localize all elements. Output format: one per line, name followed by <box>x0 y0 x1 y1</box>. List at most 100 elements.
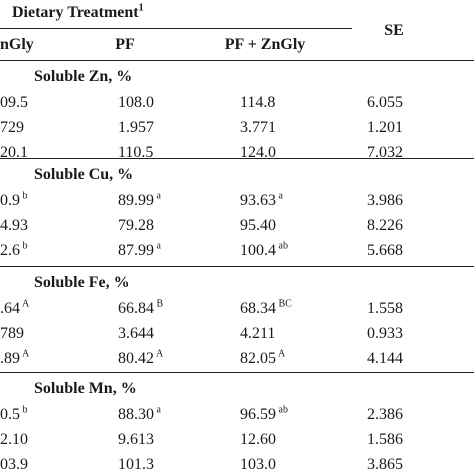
cell-value: 66.84 <box>118 300 154 317</box>
cell-value: 3.865 <box>367 456 403 473</box>
cell-value: 0.9 <box>0 192 20 209</box>
cell-value: 79.28 <box>118 217 154 234</box>
table-cell: 80.42 A <box>118 349 163 368</box>
table-cell: 8.226 <box>367 217 403 235</box>
header-bottom-rule <box>0 60 474 61</box>
cell-superscript: B <box>154 298 164 310</box>
cell-value: 1.201 <box>367 119 403 136</box>
col-header-pf: PF <box>115 36 135 53</box>
cell-value: 103.0 <box>240 456 276 473</box>
table-cell: 12.60 <box>240 431 276 449</box>
cell-value: 4.93 <box>0 217 28 234</box>
table-cell: 0.5 b <box>0 404 28 424</box>
cell-value: 0.933 <box>367 325 403 342</box>
table-cell: 03.9 <box>0 456 28 474</box>
col-header-se: SE <box>384 22 404 39</box>
table-cell: 1.957 <box>118 119 154 137</box>
table-cell: 0.9 b <box>0 190 28 210</box>
section-title: Soluble Fe, % <box>34 274 130 291</box>
table-cell: 82.05 A <box>240 349 285 368</box>
cell-value: 68.34 <box>240 300 276 317</box>
cell-value: 2.10 <box>0 431 28 448</box>
cell-value: .89 <box>0 350 20 367</box>
table-cell: 66.84 B <box>118 298 164 318</box>
cell-value: 96.59 <box>240 406 276 423</box>
section-title: Soluble Cu, % <box>34 166 134 183</box>
table-cell: 3.644 <box>118 325 154 343</box>
table-cell: 5.668 <box>367 242 403 260</box>
cell-value: 87.99 <box>118 242 154 259</box>
cell-superscript: b <box>20 240 28 252</box>
cell-value: 03.9 <box>0 456 28 473</box>
table-cell: 68.34 BC <box>240 298 292 318</box>
cell-superscript: a <box>154 404 161 416</box>
cell-value: 3.644 <box>118 325 154 342</box>
cell-value: 4.144 <box>367 350 403 367</box>
table-cell: 95.40 <box>240 217 276 235</box>
table-cell: 2.6 b <box>0 240 28 260</box>
cell-value: 3.986 <box>367 192 403 209</box>
table-cell: 114.8 <box>240 94 275 112</box>
table-cell: 110.5 <box>118 144 153 162</box>
cell-value: 1.558 <box>367 300 403 317</box>
cell-value: 108.0 <box>118 94 154 111</box>
table-cell: 6.055 <box>367 94 403 112</box>
cell-value: .64 <box>0 300 20 317</box>
cell-value: 3.771 <box>240 119 276 136</box>
table-cell: .89 A <box>0 348 30 368</box>
table-cell: 4.211 <box>240 325 275 343</box>
table-cell: 3.771 <box>240 119 276 137</box>
cell-value: 88.30 <box>118 406 154 423</box>
cell-value: 0.5 <box>0 406 20 423</box>
cell-value: 2.6 <box>0 242 20 259</box>
table-cell: 103.0 <box>240 456 276 474</box>
cell-value: 6.055 <box>367 94 403 111</box>
cell-value: 12.60 <box>240 431 276 448</box>
table-cell: 789 <box>0 325 24 343</box>
cell-value: 4.211 <box>240 325 276 342</box>
cell-value: 1.586 <box>367 431 403 448</box>
cell-value: 114.8 <box>240 94 276 111</box>
table-cell: 79.28 <box>118 217 154 235</box>
table-cell: 1.201 <box>367 119 403 137</box>
cell-value: 100.4 <box>240 242 276 259</box>
table-cell: 100.4 ab <box>240 241 288 260</box>
section-title: Soluble Mn, % <box>34 380 137 397</box>
section-title: Soluble Zn, % <box>34 68 133 85</box>
table-cell: 88.30 a <box>118 404 161 424</box>
cell-superscript: BC <box>276 298 292 310</box>
group-header-rule <box>0 28 352 29</box>
cell-value: 101.3 <box>118 456 154 473</box>
table-cell: 2.10 <box>0 431 28 449</box>
table-cell: 96.59 ab <box>240 404 288 424</box>
table-cell: 4.93 <box>0 217 28 235</box>
table-cell: 89.99 a <box>118 191 161 210</box>
col-header-pf-zngly: PF + ZnGly <box>224 36 306 53</box>
table-cell: 729 <box>0 119 24 137</box>
cell-superscript: A <box>20 348 30 360</box>
cell-value: 789 <box>0 325 24 342</box>
cell-superscript: b <box>20 190 28 202</box>
cell-superscript: a <box>276 190 283 202</box>
table-cell: 4.144 <box>367 350 403 368</box>
cell-value: 124.0 <box>240 144 276 161</box>
cell-value: 89.99 <box>118 192 154 209</box>
cell-value: 09.5 <box>0 94 28 111</box>
cell-value: 95.40 <box>240 217 276 234</box>
cell-superscript: b <box>20 404 28 416</box>
cell-superscript: A <box>20 298 30 310</box>
cell-superscript: ab <box>276 404 288 416</box>
table-cell: 7.032 <box>367 144 403 162</box>
group-header-footnote: 1 <box>138 2 144 14</box>
table-cell: 20.1 <box>0 144 28 162</box>
table-cell: 93.63 a <box>240 190 283 210</box>
cell-superscript: a <box>154 240 161 252</box>
group-header: Dietary Treatment1 <box>12 2 144 22</box>
cell-value: 729 <box>0 119 24 136</box>
table-cell: 1.558 <box>367 300 403 318</box>
table-cell: 9.613 <box>118 431 154 449</box>
cell-value: 2.386 <box>367 406 403 423</box>
table-cell: 101.3 <box>118 456 154 474</box>
cell-value: 8.226 <box>367 217 403 234</box>
